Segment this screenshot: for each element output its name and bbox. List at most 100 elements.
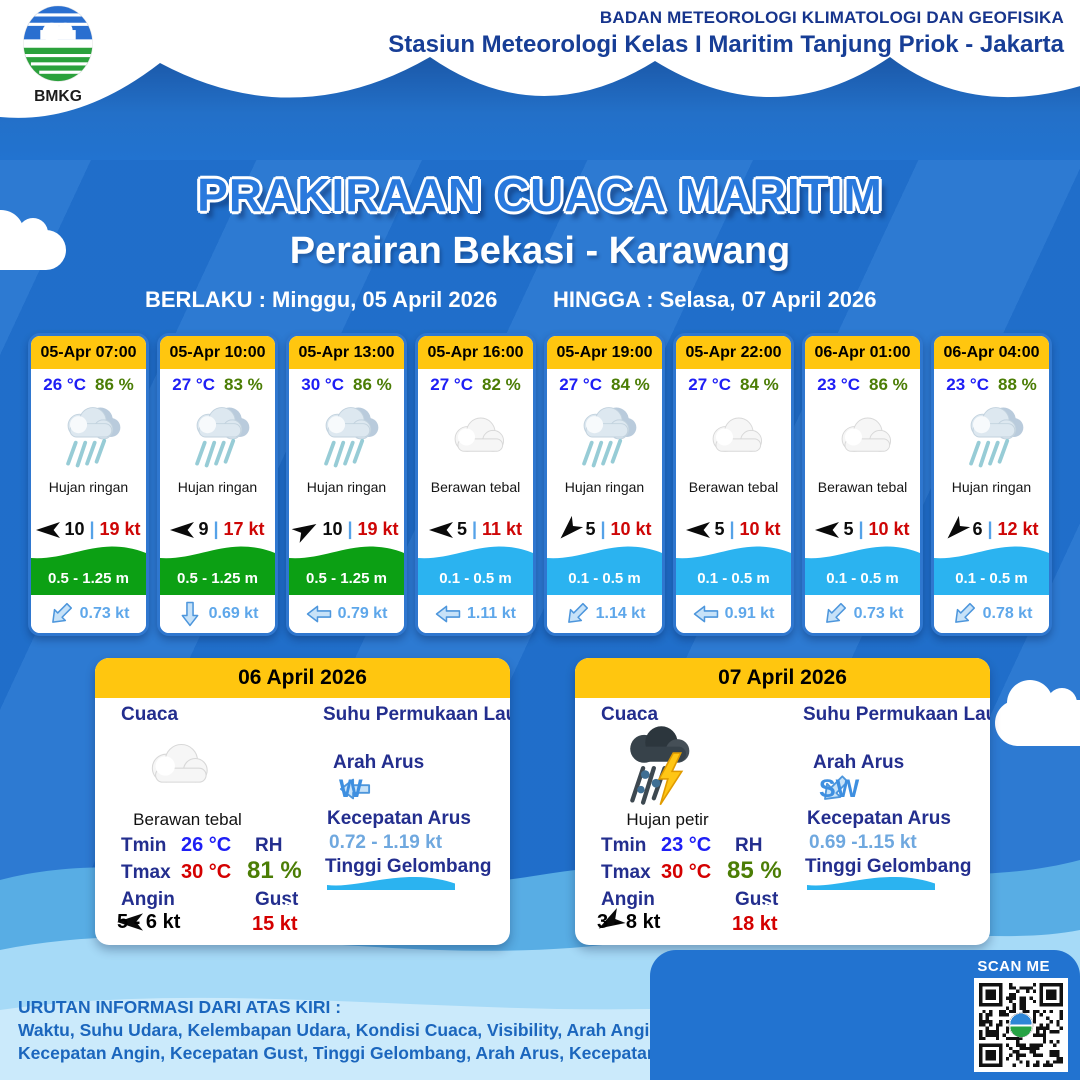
- current-direction-label: Arah Arus: [333, 752, 425, 773]
- wind-speed-min: 10: [64, 519, 85, 539]
- wave-crest: [289, 546, 404, 562]
- gust-value: 18 kt: [732, 913, 778, 935]
- wind-separator: |: [213, 519, 219, 539]
- current-speed-value: 0.69 -1.15 kt: [809, 832, 917, 853]
- wind-separator: |: [858, 519, 864, 539]
- daily-wave-height-value: 0.1 - 0.5 m: [283, 898, 371, 919]
- tmin-value: 23 °C: [661, 834, 712, 856]
- time-header: 06-Apr 01:00: [805, 336, 920, 369]
- current-speed: 1.11 kt: [467, 605, 516, 622]
- current-direction-label: Arah Arus: [813, 752, 905, 773]
- relative-humidity: 83 %: [223, 375, 263, 394]
- time-header: 05-Apr 07:00: [31, 336, 146, 369]
- temp-humidity-row: 27 °C 83 %: [160, 375, 275, 395]
- relative-humidity: 84 %: [739, 375, 779, 394]
- tmax-value: 30 °C: [181, 861, 232, 883]
- current-speed-label: Kecepatan Arus: [327, 808, 471, 829]
- current-row: 0.73 kt: [805, 595, 920, 633]
- wind-speed-max: 12 kt: [997, 519, 1039, 539]
- bmkg-logo-text: BMKG: [34, 88, 82, 104]
- tmax-value: 30 °C: [661, 861, 712, 883]
- current-direction-row: W: [339, 775, 371, 803]
- rain-icon: [968, 405, 1025, 468]
- wind-speed-min: 5: [585, 519, 596, 539]
- condition-label: Hujan ringan: [48, 479, 129, 495]
- forecast-card: 05-Apr 13:00 30 °C 86 % Hujan ringan 10 …: [286, 333, 407, 636]
- time-header: 05-Apr 13:00: [289, 336, 404, 369]
- temp-humidity-row: 27 °C 84 %: [547, 375, 662, 395]
- air-temperature: 26 °C: [43, 375, 86, 394]
- daily-wave-height-band: 0.1 - 0.5 m: [763, 876, 935, 919]
- forecast-card: 06-Apr 04:00 23 °C 88 % Hujan ringan 6 |…: [931, 333, 1052, 636]
- agency-header: BADAN METEOROLOGI KLIMATOLOGI DAN GEOFIS…: [388, 8, 1064, 59]
- temp-humidity-row: 26 °C 86 %: [31, 375, 146, 395]
- wind-speed-max: 17 kt: [223, 519, 265, 539]
- wave-height-band: 0.1 - 0.5 m: [418, 546, 533, 595]
- weather-icon: [160, 395, 275, 479]
- wind-speed-min: 9: [198, 519, 209, 539]
- current-row: 1.11 kt: [418, 595, 533, 633]
- temp-humidity-row: 23 °C 86 %: [805, 375, 920, 395]
- rh-label: RH: [255, 835, 283, 856]
- wind-separator: |: [600, 519, 606, 539]
- wave-height-value: 0.5 - 1.25 m: [48, 570, 129, 587]
- weather-icon: [676, 395, 791, 479]
- wave-crest: [676, 546, 791, 562]
- wind-speed-max: 19 kt: [357, 519, 399, 539]
- daily-wave-height-value: 0.1 - 0.5 m: [763, 898, 851, 919]
- wind-separator: |: [987, 519, 993, 539]
- current-direction-icon: [820, 599, 849, 629]
- tmin-label: Tmin: [121, 835, 167, 856]
- current-direction-icon: [46, 599, 75, 629]
- wave-height-value: 0.5 - 1.25 m: [306, 570, 387, 587]
- daily-cards-row: 06 April 2026 Cuaca Suhu Permukaan Laut …: [95, 658, 990, 945]
- current-speed: 0.78 kt: [982, 605, 1033, 622]
- wave-crest: [418, 546, 533, 562]
- wind-label: Angin: [121, 889, 175, 910]
- forecast-card: 05-Apr 22:00 27 °C 84 % Berawan tebal 5 …: [673, 333, 794, 636]
- daily-date-header: 06 April 2026: [95, 658, 510, 698]
- weather-icon: [805, 395, 920, 479]
- rain-icon: [65, 405, 122, 468]
- sea-surface-label: Suhu Permukaan Laut: [803, 704, 990, 725]
- current-speed: 0.69 kt: [208, 605, 259, 622]
- station-name: Stasiun Meteorologi Kelas I Maritim Tanj…: [388, 31, 1064, 58]
- rh-value: 81 %: [247, 857, 302, 884]
- wave-height-band: 0.1 - 0.5 m: [805, 546, 920, 595]
- wind-speed-min: 5: [714, 519, 725, 539]
- temp-humidity-row: 27 °C 82 %: [418, 375, 533, 395]
- wind-row: 5 | 10 kt: [676, 519, 791, 540]
- wave-height-value: 0.1 - 0.5 m: [568, 570, 641, 587]
- gust-label: Gust: [255, 889, 299, 910]
- cloud-icon: [151, 743, 208, 783]
- wind-direction-icon: [428, 521, 453, 538]
- current-speed: 0.73 kt: [79, 605, 130, 622]
- wave-crest: [934, 546, 1049, 562]
- area-subtitle: Perairan Bekasi - Karawang: [289, 230, 791, 272]
- wind-direction-icon: [555, 515, 584, 544]
- air-temperature: 23 °C: [817, 375, 860, 394]
- current-direction-icon: [949, 599, 978, 629]
- wind-separator: |: [471, 519, 477, 539]
- wave-height-band: 0.1 - 0.5 m: [547, 546, 662, 595]
- daily-weather-icon: [131, 722, 221, 810]
- current-speed-value: 0.72 - 1.19 kt: [329, 832, 443, 853]
- wind-direction-icon: [686, 521, 711, 538]
- wave-height-value: 0.1 - 0.5 m: [697, 570, 770, 587]
- rain-icon: [323, 405, 380, 468]
- condition-label: Hujan ringan: [306, 479, 387, 495]
- time-header: 05-Apr 10:00: [160, 336, 275, 369]
- condition-label: Hujan ringan: [177, 479, 258, 495]
- tmax-label: Tmax: [121, 862, 171, 883]
- scan-me-label: SCAN ME: [977, 958, 1050, 975]
- relative-humidity: 86 %: [868, 375, 908, 394]
- forecast-card: 06-Apr 01:00 23 °C 86 % Berawan tebal 5 …: [802, 333, 923, 636]
- relative-humidity: 86 %: [94, 375, 134, 394]
- daily-card: 07 April 2026 Cuaca Suhu Permukaan Laut …: [575, 658, 990, 945]
- condition-label: Berawan tebal: [817, 479, 908, 495]
- decorative-cloud-right: [995, 680, 1080, 746]
- forecast-card: 05-Apr 07:00 26 °C 86 % Hujan ringan 10 …: [28, 333, 149, 636]
- cloud-icon: [712, 417, 762, 452]
- wind-direction-icon: [942, 515, 971, 544]
- wind-speed-min: 5: [843, 519, 854, 539]
